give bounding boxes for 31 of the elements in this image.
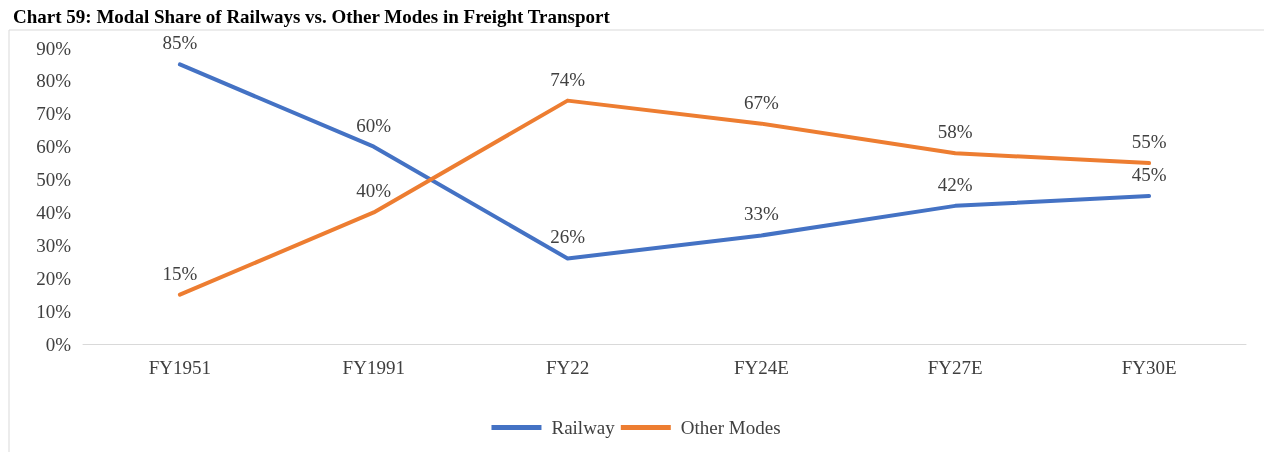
data-label: 42% <box>937 173 973 195</box>
data-label: 33% <box>744 203 779 225</box>
legend-label: Railway <box>551 417 616 438</box>
data-label: 15% <box>162 262 198 284</box>
x-tick-label: FY30E <box>1121 357 1177 378</box>
data-label: 55% <box>1131 131 1167 153</box>
data-label: 60% <box>356 114 392 136</box>
legend-label: Other Modes <box>680 417 781 438</box>
chart-title: Chart 59: Modal Share of Railways vs. Other Modes in Freight Transport <box>13 6 611 27</box>
data-label: 45% <box>1131 164 1167 185</box>
x-tick-label: FY22 <box>545 357 590 378</box>
y-tick-label: 60% <box>36 136 72 158</box>
x-tick-label: FY1951 <box>148 357 212 378</box>
y-tick-label: 10% <box>36 300 72 322</box>
data-label: 74% <box>550 68 586 90</box>
y-tick-label: 80% <box>36 70 72 92</box>
y-tick-label: 20% <box>36 267 72 289</box>
data-label: 58% <box>937 121 973 143</box>
data-label: 85% <box>162 32 198 54</box>
y-tick-label: 30% <box>36 234 72 256</box>
y-tick-label: 0% <box>45 333 72 355</box>
y-tick-label: 90% <box>36 37 72 59</box>
y-tick-label: 70% <box>36 103 72 125</box>
data-label: 67% <box>744 91 779 113</box>
data-label: 40% <box>356 180 392 202</box>
data-label: 26% <box>550 226 586 248</box>
y-tick-label: 50% <box>36 169 72 191</box>
x-tick-label: FY27E <box>927 357 983 378</box>
x-tick-label: FY24E <box>733 357 789 378</box>
x-tick-label: FY1991 <box>342 357 405 378</box>
y-tick-label: 40% <box>36 201 72 223</box>
